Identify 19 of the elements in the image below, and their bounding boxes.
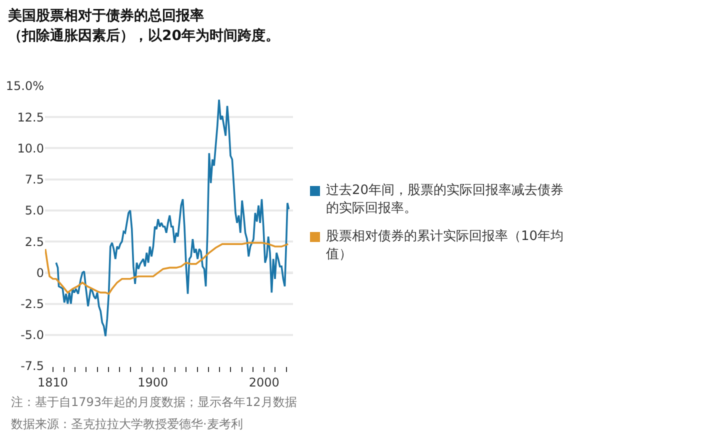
y-tick-label: -5.0 <box>20 328 44 342</box>
y-tick-label: -2.5 <box>20 296 44 311</box>
y-tick-label: 15.0% <box>6 79 44 94</box>
chart-subtitle: （扣除通胀因素后），以20年为时间跨度。 <box>8 26 280 46</box>
chart-title: 美国股票相对于债券的总回报率 <box>8 6 205 26</box>
source-note: 数据来源：圣克拉拉大学教授爱德华·麦考利 <box>11 417 243 431</box>
x-tick-label: 1900 <box>138 375 168 390</box>
legend-label: 股票相对债券的累计实际回报率（10年均值） <box>326 229 564 262</box>
y-tick-label: -7.5 <box>20 359 44 374</box>
legend-label: 过去20年间，股票的实际回报率减去债券的实际回报率。 <box>326 183 564 216</box>
y-tick-label: 0 <box>36 266 44 280</box>
x-tick-label: 2000 <box>248 375 280 390</box>
text: 注：基于自1793年起的月度数据；显示各年12月数据 <box>11 395 297 409</box>
y-tick-label: 5.0 <box>24 204 44 218</box>
y-tick-label: 7.5 <box>24 172 44 187</box>
y-tick-label: 2.5 <box>24 234 44 249</box>
y-tick-label: 12.5 <box>17 110 44 124</box>
x-tick-label: 1810 <box>38 375 68 390</box>
y-tick-label: 10.0 <box>17 141 44 156</box>
